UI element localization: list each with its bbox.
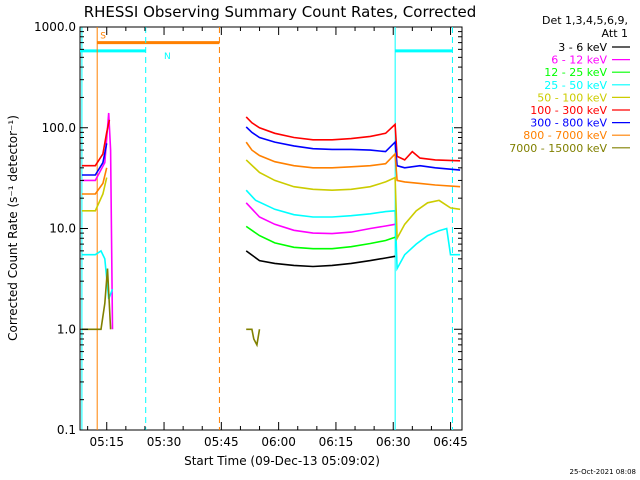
x-tick-label: 05:30 [147,435,182,449]
legend-entry-label: 25 - 50 keV [544,79,607,92]
legend-entry-label: 300 - 800 keV [530,117,607,130]
series-line [81,116,461,167]
y-tick-label: 100.0 [42,121,76,135]
series-line [81,268,261,348]
flag-bar-label: N [164,52,171,62]
x-tick-label: 05:45 [204,435,239,449]
series-line [245,225,396,250]
y-tick-label: 1000.0 [34,20,76,34]
x-tick-label: 06:15 [319,435,354,449]
plot-frame [79,26,463,431]
x-tick-label: 06:00 [261,435,296,449]
series-line [81,189,461,300]
legend-entry-label: 50 - 100 keV [537,91,607,104]
legend-entry-label: 3 - 6 keV [558,41,607,54]
series-line [245,250,396,268]
y-tick-label: 10.0 [49,222,76,236]
legend-entry-label: 7000 - 15000 keV [509,142,607,155]
footer-stamp: 25-Oct-2021 08:08 [570,468,636,476]
y-axis-label: Corrected Count Rate (s⁻¹ detector⁻¹) [6,115,20,341]
series-line [81,126,461,176]
x-axis-label: Start Time (09-Dec-13 05:09:02) [184,454,380,468]
x-tick-label: 05:15 [89,435,124,449]
flag-bar-label: S [100,32,106,42]
series-line [81,112,396,330]
x-tick-label: 06:45 [433,435,468,449]
series-line [81,141,461,195]
y-tick-label: 1.0 [57,322,76,336]
x-tick-label: 06:30 [376,435,411,449]
legend-entry-label: 100 - 300 keV [530,104,607,117]
legend-header-line-1: Det 1,3,4,5,6,9, [542,14,628,27]
legend-entry-label: 12 - 25 keV [544,66,607,79]
chart-title: RHESSI Observing Summary Count Rates, Co… [84,3,477,21]
series-line [81,159,461,242]
legend-entry-label: 6 - 12 keV [551,54,607,67]
y-tick-label: 0.1 [57,423,76,437]
legend-header-line-2: Att 1 [602,27,628,40]
legend-entry-label: 800 - 7000 keV [523,129,607,142]
